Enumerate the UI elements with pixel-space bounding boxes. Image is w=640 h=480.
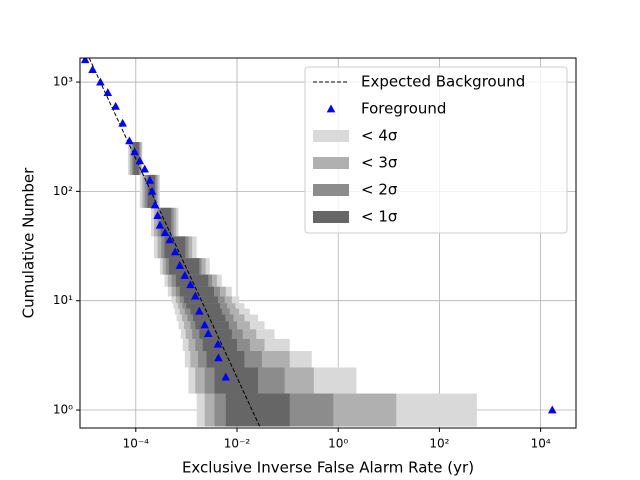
foreground-marker	[213, 339, 223, 348]
x-tick-label: 10⁴	[531, 437, 551, 451]
legend: Expected Background Foreground < 4σ < 3σ < 2…	[304, 66, 568, 234]
legend-swatch	[313, 130, 349, 142]
y-tick-label: 10¹	[53, 293, 73, 307]
foreground-marker	[145, 175, 155, 184]
band-box	[179, 286, 214, 297]
foreground-marker	[80, 58, 90, 64]
foreground-marker	[147, 186, 157, 195]
band-box	[206, 351, 245, 368]
foreground-marker	[155, 220, 165, 229]
legend-label: < 1σ	[361, 208, 398, 226]
band-box	[160, 207, 172, 237]
foreground-marker	[140, 164, 149, 173]
foreground-marker	[125, 136, 134, 145]
legend-label: < 3σ	[361, 154, 398, 172]
foreground-marker	[150, 200, 160, 209]
foreground-marker	[214, 353, 223, 362]
legend-swatch	[313, 184, 349, 196]
band-box	[192, 314, 226, 322]
foreground-marker	[200, 320, 209, 329]
foreground-marker	[103, 88, 113, 97]
foreground-marker	[195, 306, 204, 315]
foreground-marker	[221, 372, 231, 381]
foreground-marker	[130, 147, 139, 156]
x-axis-label: Exclusive Inverse False Alarm Rate (yr)	[182, 459, 474, 477]
band-box	[195, 321, 229, 330]
y-tick-label: 10⁰	[53, 403, 73, 417]
foreground-marker	[118, 118, 127, 127]
foreground-marker	[203, 329, 213, 337]
y-tick-label: 10³	[53, 75, 73, 89]
x-tick-label: 10⁻⁴	[123, 437, 150, 451]
legend-label: < 2σ	[361, 181, 398, 199]
foreground-marker	[191, 291, 200, 300]
band-box	[225, 393, 290, 427]
foreground-marker	[165, 235, 175, 244]
legend-label: Expected Background	[361, 73, 525, 91]
foreground-marker	[111, 101, 120, 110]
foreground-marker	[96, 77, 105, 86]
legend-label: < 4σ	[361, 127, 398, 145]
foreground-marker	[135, 156, 145, 165]
band-box	[199, 329, 232, 339]
foreground-marker	[548, 405, 557, 414]
axes-frame	[79, 57, 577, 429]
foreground-marker	[160, 228, 170, 236]
legend-label: Foreground	[361, 100, 446, 118]
band-box	[168, 258, 200, 275]
x-tick-label: 10⁻²	[224, 437, 251, 451]
foreground-marker	[175, 260, 185, 269]
band-box	[214, 367, 258, 394]
foreground-marker	[186, 280, 195, 289]
legend-marker	[326, 104, 336, 113]
axes: 10⁻⁴ 10⁻² 10⁰ 10² 10⁴ 10⁰ 10¹ 10² 10³	[53, 75, 551, 451]
y-axis-label: Cumulative Number	[20, 167, 38, 318]
x-tick-label: 10²	[429, 437, 449, 451]
y-tick-label: 10²	[53, 184, 73, 198]
foreground-marker	[153, 211, 162, 220]
x-tick-label: 10⁰	[328, 437, 348, 451]
legend-swatch	[313, 211, 349, 223]
foreground-marker	[180, 271, 190, 279]
plot-area	[80, 58, 557, 428]
legend-frame	[304, 66, 568, 234]
legend-swatch	[313, 157, 349, 169]
expected-line	[88, 58, 261, 428]
band-box	[186, 303, 220, 309]
foreground-marker	[170, 247, 180, 256]
foreground-marker	[88, 65, 97, 73]
